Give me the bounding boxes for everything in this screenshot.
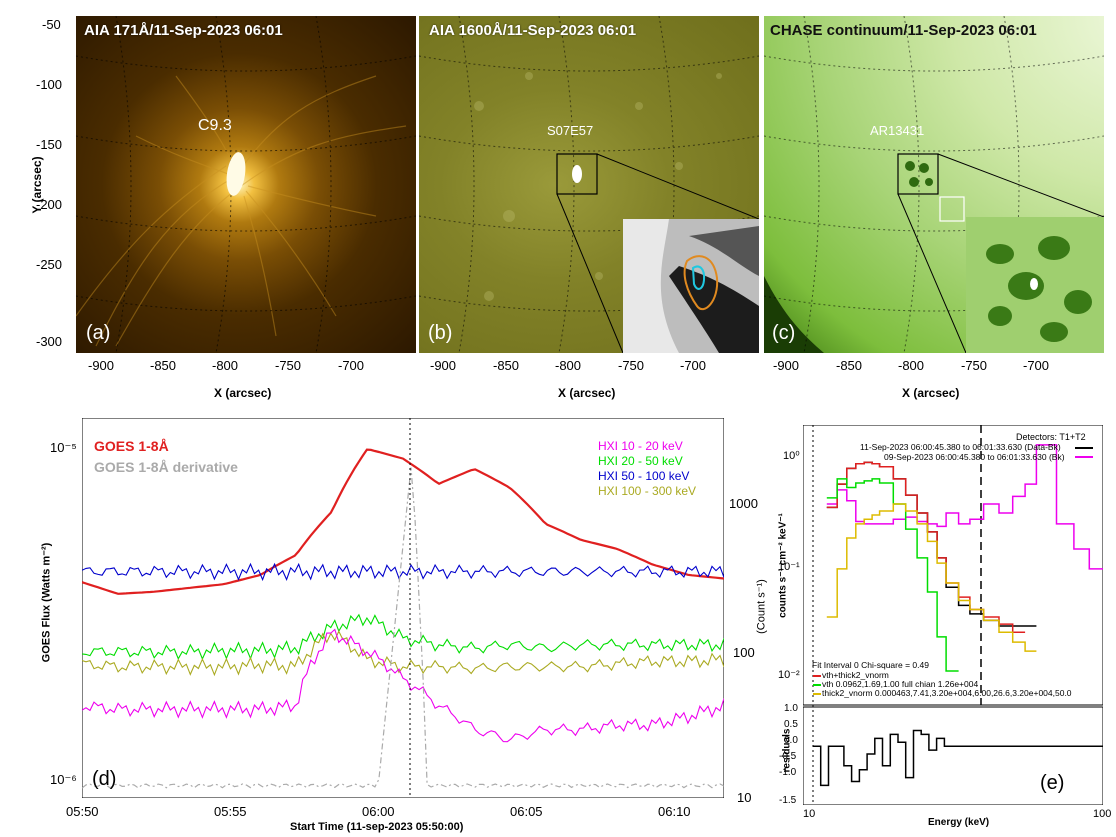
fit-line-thick2: thick2_vnorm 0.000463,7.41,3.20e+004,6.0…	[822, 688, 1072, 698]
panel-a-y-axis-label: Y (arcsec)	[30, 156, 44, 214]
panel-a-image	[76, 16, 416, 353]
series-line-hxi-100-300-kev	[82, 630, 724, 677]
series-line-goes-1-8-	[82, 448, 724, 595]
series-line-goes-derivative	[82, 467, 724, 789]
fit-line-vth: vth 0.0962,1.69,1.00 full chian 1.26e+00…	[822, 679, 979, 689]
panel-c-x-tick: -850	[836, 358, 863, 373]
panel-b-x-tick: -900	[430, 358, 457, 373]
panel-c-image	[764, 16, 1104, 353]
panel-a-label: (a)	[86, 322, 111, 344]
legend-goes-derivative: GOES 1-8Å derivative	[94, 459, 238, 475]
series-line-hxi-10-20-kev	[82, 628, 724, 743]
panel-e-y-tick: 10⁻¹	[778, 561, 800, 573]
legend-hxi-50-100: HXI 50 - 100 keV	[598, 469, 690, 483]
panel-b-image	[419, 16, 759, 353]
flare-class-label: C9.3	[198, 117, 232, 134]
panel-b-x-tick: -850	[493, 358, 520, 373]
panel-d-x-tick: 06:00	[362, 804, 395, 819]
panel-a-title: AIA 171Å/11-Sep-2023 06:01	[84, 22, 283, 39]
panel-a-x-tick: -750	[275, 358, 302, 373]
panel-b-title: AIA 1600Å/11-Sep-2023 06:01	[429, 22, 637, 39]
location-label: S07E57	[547, 123, 594, 138]
fit-line-total: vth+thick2_vnorm	[822, 670, 889, 680]
panel-b-texture	[419, 16, 759, 353]
panel-a-y-tick: -100	[36, 77, 63, 92]
panel-b-x-tick: -750	[618, 358, 645, 373]
panel-d-x-tick: 06:10	[658, 804, 691, 819]
region-label: AR13431	[870, 123, 925, 138]
panel-e-residual-tick: -1.5	[779, 795, 797, 806]
legend-hxi-100-300: HXI 100 - 300 keV	[598, 484, 697, 498]
panel-d-y-left-tick: 10⁻⁵	[50, 440, 77, 455]
panel-b-x-tick: -800	[555, 358, 582, 373]
panel-a-y-tick: -150	[36, 137, 63, 152]
panel-e-residual-group	[813, 729, 1103, 787]
panel-b-x-tick: -700	[680, 358, 707, 373]
panel-c-label: (c)	[772, 322, 796, 344]
panel-b-x-axis-label: X (arcsec)	[558, 386, 616, 400]
panel-d-x-tick: 05:55	[214, 804, 247, 819]
panel-d-y-left-tick: 10⁻⁶	[50, 772, 77, 787]
legend-e-swatches	[1075, 447, 1093, 458]
panel-a-x-tick: -800	[212, 358, 239, 373]
panel-d-x-tick: 06:05	[510, 804, 543, 819]
panel-a-y-tick: -200	[36, 197, 63, 212]
panel-e-residual-tick: -0.5	[779, 751, 797, 762]
panel-b-label: (b)	[428, 322, 453, 344]
panel-a-texture	[76, 16, 416, 353]
panel-a-x-tick: -850	[150, 358, 177, 373]
panel-d-x-tick: 05:50	[66, 804, 99, 819]
panel-e-y-tick: 10⁻²	[778, 669, 800, 681]
panel-e-x-tick: 10	[803, 808, 816, 820]
panel-d-y-right-tick: 1000	[729, 496, 758, 511]
panel-e-series-group	[826, 444, 1103, 672]
panel-c-texture	[764, 16, 1104, 353]
panel-e-residual-tick: 0.0	[784, 735, 798, 746]
fit-swatches	[813, 675, 821, 695]
panel-d-y-left-label: GOES Flux (Watts m⁻²)	[40, 542, 53, 663]
legend-goes: GOES 1-8Å	[94, 438, 169, 454]
residual-line	[813, 729, 1103, 787]
panel-e-label: (e)	[1040, 772, 1065, 794]
panel-d-chart	[82, 418, 724, 798]
legend-hxi-20-50: HXI 20 - 50 keV	[598, 454, 683, 468]
panel-d-x-label: Start Time (11-sep-2023 05:50:00)	[290, 821, 464, 833]
panel-a-y-tick: -300	[36, 334, 63, 349]
legend-bk: 09-Sep-2023 06:00:45.380 to 06:01:33.630…	[884, 452, 1065, 462]
fit-header: Fit Interval 0 Chi-square = 0.49	[812, 660, 929, 670]
panel-d-series-group	[82, 448, 724, 789]
panel-c-title: CHASE continuum/11-Sep-2023 06:01	[770, 22, 1037, 39]
panel-c-x-tick: -700	[1023, 358, 1050, 373]
panel-a-x-axis-label: X (arcsec)	[214, 386, 272, 400]
panel-d-label: (d)	[92, 768, 117, 790]
panel-e-y-tick: 10⁰	[783, 450, 800, 462]
series-line-hxi-20-50-kev	[82, 613, 724, 661]
legend-data-bk: 11-Sep-2023 06:00:45.380 to 06:01:33.630…	[860, 442, 1061, 452]
spectrum-vth	[826, 478, 959, 672]
panel-e-residual-tick: -1.0	[779, 767, 797, 778]
panel-c-x-axis-label: X (arcsec)	[902, 386, 960, 400]
panel-a-y-tick: -250	[36, 257, 63, 272]
panel-e-residual-tick: 1.0	[784, 703, 798, 714]
panel-d-y-right-label: (Count s⁻¹)	[755, 579, 768, 634]
panel-d-y-right-tick: 100	[733, 645, 755, 660]
panel-d-y-right-tick: 10	[737, 790, 752, 805]
panel-e-residual-tick: 0.5	[784, 719, 798, 730]
panel-c-x-tick: -900	[773, 358, 800, 373]
panel-a-x-tick: -700	[338, 358, 365, 373]
panel-e-chart	[803, 425, 1103, 805]
detectors-label: Detectors: T1+T2	[1016, 432, 1086, 442]
panel-e-x-label: Energy (keV)	[928, 817, 990, 828]
panel-a-x-tick: -900	[88, 358, 115, 373]
spectrum-thick2-vnorm	[826, 503, 1037, 652]
legend-hxi-10-20: HXI 10 - 20 keV	[598, 439, 683, 453]
panel-c-x-tick: -750	[961, 358, 988, 373]
panel-e-x-tick: 100	[1093, 808, 1112, 820]
series-line-hxi-50-100-kev	[82, 562, 724, 582]
panel-c-x-tick: -800	[898, 358, 925, 373]
panel-a-y-tick: -50	[42, 17, 61, 32]
